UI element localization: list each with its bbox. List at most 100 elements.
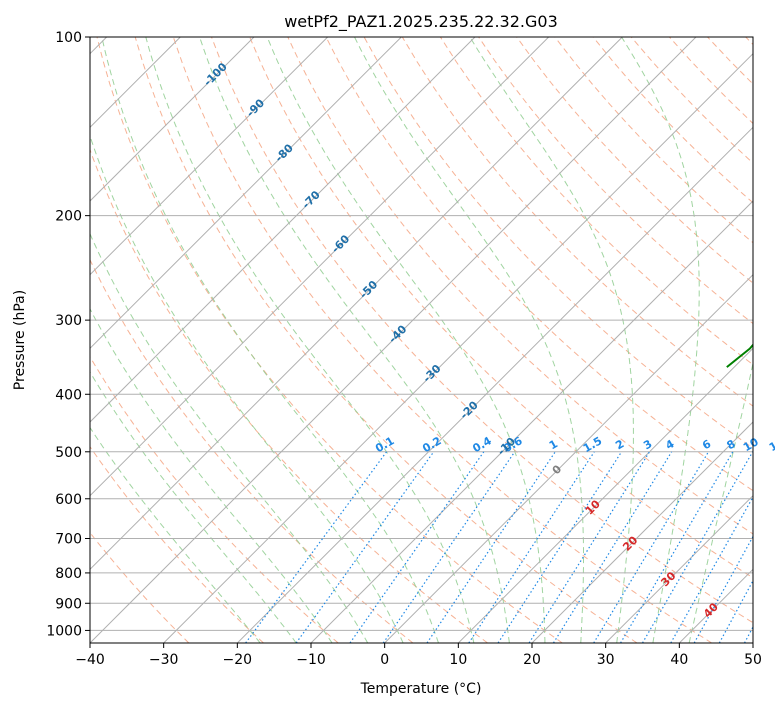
moist-adiabat-line <box>90 232 369 643</box>
x-tick-label: 50 <box>744 652 762 668</box>
mixing-ratio-line <box>766 452 775 643</box>
dewpoint-profile-line <box>726 343 753 368</box>
chart-title: wetPf2_PAZ1.2025.235.22.32.G03 <box>284 12 558 32</box>
isotherm-label: -40 <box>386 322 409 345</box>
x-tick-label: 10 <box>449 652 467 668</box>
y-tick-label: 700 <box>55 532 82 548</box>
dry-adiabat-line <box>134 37 638 643</box>
isotherm-line <box>752 642 753 643</box>
x-tick-label: −40 <box>75 652 105 668</box>
y-tick-label: 800 <box>55 566 82 582</box>
y-tick-label: 400 <box>55 387 82 403</box>
dry-adiabat-line <box>96 37 563 643</box>
y-tick-label: 1000 <box>46 623 82 639</box>
mixing-ratio-line <box>593 451 709 643</box>
isotherm-line <box>90 37 255 202</box>
isotherm-line <box>90 37 550 497</box>
mixing-ratio-line <box>693 535 753 643</box>
moist-adiabat-line <box>90 307 333 643</box>
y-tick-label: 200 <box>55 209 82 225</box>
moist-adiabat-line <box>90 134 404 643</box>
mixing-ratio-label: 4 <box>663 437 676 452</box>
x-tick-label: 40 <box>670 652 688 668</box>
x-tick-label: 20 <box>523 652 541 668</box>
moist-adiabat-line <box>266 37 546 643</box>
dry-adiabat-line <box>90 531 190 643</box>
mixing-ratio-label: 2 <box>613 437 626 452</box>
mixing-ratio-line <box>743 625 753 643</box>
mixing-ratio-label: 6 <box>700 437 713 452</box>
isotherm-label: -80 <box>273 141 296 164</box>
mixing-ratio-line <box>426 451 556 643</box>
mixing-ratio-label: 13 <box>767 435 775 454</box>
mixing-ratio-line <box>349 451 485 643</box>
isotherm-label: -100 <box>201 60 230 89</box>
dry-adiabat-line <box>516 37 753 284</box>
mixing-ratio-line <box>670 495 753 643</box>
x-tick-label: 30 <box>597 652 615 668</box>
isotherm-label: 10 <box>583 497 603 517</box>
mixing-ratio-label: 3 <box>641 437 654 452</box>
isotherm-line <box>236 126 753 643</box>
moist-adiabats <box>90 37 753 643</box>
sounding-series <box>726 343 753 368</box>
isotherm-label: -70 <box>300 188 323 211</box>
isotherm-line <box>90 37 402 350</box>
mixing-ratio-line <box>528 451 651 643</box>
isotherm-label: -50 <box>357 278 380 301</box>
y-tick-label: 300 <box>55 313 82 329</box>
moist-adiabat-line <box>199 37 510 643</box>
x-axis-label: Temperature (°C) <box>360 681 482 697</box>
moist-adiabat-line <box>90 371 297 643</box>
moist-adiabat-line <box>354 37 584 643</box>
mixing-ratio-label: 1 <box>547 437 560 452</box>
y-tick-label: 900 <box>55 596 82 612</box>
dry-adiabat-line <box>90 148 488 643</box>
dry-adiabat-line <box>90 355 339 643</box>
isotherm-label: -90 <box>244 96 267 119</box>
dry-adiabat-line <box>211 37 753 624</box>
isotherm-line <box>310 200 753 643</box>
dry-adiabat-line <box>249 37 753 579</box>
dry-adiabat-line <box>592 37 753 204</box>
dry-adiabat-line <box>554 37 753 244</box>
dry-adiabat-line <box>90 258 414 643</box>
mixing-ratio-line <box>641 451 753 643</box>
moist-adiabat-line <box>145 37 475 643</box>
moist-adiabat-line <box>688 361 753 643</box>
moist-adiabat-line <box>101 37 439 643</box>
moist-adiabat-line <box>469 37 634 643</box>
x-tick-label: 0 <box>380 652 389 668</box>
isotherm-line <box>90 37 476 423</box>
mixing-ratio-line <box>295 451 435 643</box>
dry-adiabat-line <box>325 37 753 492</box>
dry-adiabat-line <box>172 37 712 643</box>
moist-adiabat-line <box>90 426 261 643</box>
mixing-ratio-line <box>245 451 388 643</box>
isotherm-line <box>678 568 753 643</box>
y-axis-label: Pressure (hPa) <box>12 290 28 390</box>
mixing-ratio-line <box>382 451 516 643</box>
line-labels: 0.10.20.40.611.52346810131620253036-100-… <box>201 60 775 620</box>
grid-lines <box>90 37 753 643</box>
x-tick-label: −10 <box>296 652 326 668</box>
isotherm-label: 30 <box>658 569 678 589</box>
dry-adiabat-line <box>707 37 753 85</box>
y-tick-label: 500 <box>55 445 82 461</box>
isotherm-line <box>531 421 753 643</box>
isotherm-line <box>384 273 753 643</box>
mixing-ratio-line <box>552 451 673 643</box>
mixing-ratio-lines <box>245 451 775 643</box>
isotherm-label: 0 <box>550 462 565 477</box>
isotherm-line <box>457 347 753 643</box>
x-axis: −40 −30 −20 −10 0 10 20 30 40 50 <box>75 643 762 668</box>
x-tick-label: −30 <box>149 652 179 668</box>
dry-adiabats <box>90 37 753 643</box>
mixing-ratio-line <box>620 451 734 643</box>
dry-adiabat-line <box>287 37 753 535</box>
isotherm-line <box>163 52 753 643</box>
x-tick-label: −20 <box>223 652 253 668</box>
mixing-ratio-line <box>718 579 753 643</box>
mixing-ratio-line <box>497 451 623 643</box>
